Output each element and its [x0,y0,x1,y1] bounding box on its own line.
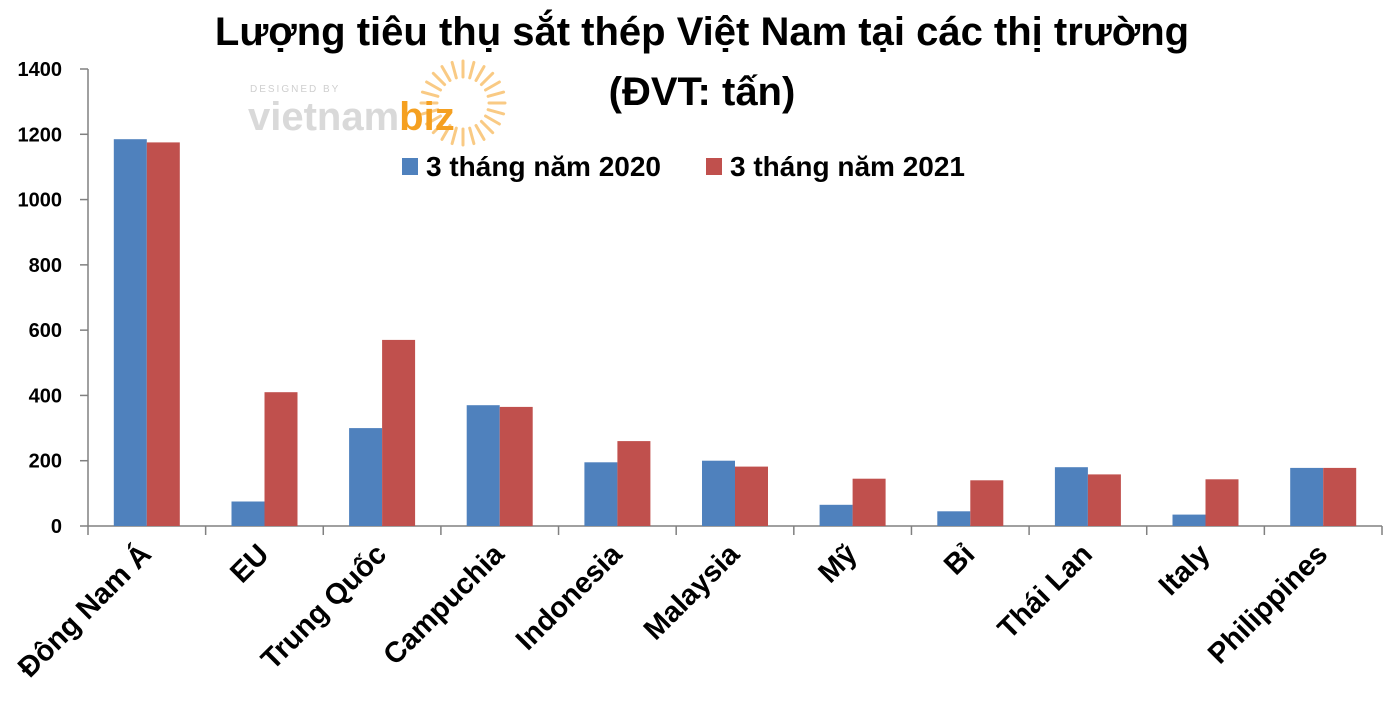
category-label: Đông Nam Á [11,537,158,684]
sun-ray [486,108,506,116]
sun-ray [431,119,447,135]
category-label: Malaysia [638,538,747,647]
category-label: Campuchia [378,538,512,672]
bar-2021 [499,406,533,526]
y-tick-label: 1400 [18,59,63,81]
watermark-designed-by: DESIGNED BY [250,84,340,95]
bar-2020 [1054,467,1088,526]
category-label: Philippines [1202,538,1334,670]
category-label: Italy [1153,538,1217,602]
sun-ray [420,108,440,116]
bar-2021 [264,392,298,526]
category-label: Thái Lan [992,538,1099,645]
watermark-sun-icon [419,59,507,147]
bar-2021 [146,142,180,526]
bar-2020 [1290,467,1324,526]
bar-2021 [970,480,1004,526]
y-tick-label: 1200 [18,124,63,146]
vietnambiz-watermark-logo: DESIGNED BY vietnambiz [248,59,507,147]
bar-2020 [231,501,265,526]
category-label: Trung Quốc [255,538,393,676]
category-label: Bỉ [938,538,981,581]
bar-2021 [382,339,416,526]
bar-2021 [735,466,768,526]
y-tick-label: 600 [29,320,62,342]
legend-swatch [706,158,722,175]
bar-2021 [1323,467,1357,526]
sun-ray [431,71,447,87]
category-label: Mỹ [812,538,863,589]
x-axis-ticks [87,526,1383,535]
bar-2021 [852,478,886,526]
bars-group [113,139,1357,526]
bar-2020 [584,462,618,526]
legend-label: 3 tháng năm 2020 [426,151,661,182]
sun-ray [468,60,476,80]
category-label: EU [224,538,275,589]
sun-ray [479,119,495,135]
bar-2020 [819,504,853,526]
y-tick-label: 800 [29,255,62,277]
bar-2020 [349,428,383,526]
legend: 3 tháng năm 2020 3 tháng năm 2021 [402,151,965,182]
bar-2021 [1087,474,1121,526]
bar-2021 [617,441,651,526]
legend-label: 3 tháng năm 2021 [730,151,965,182]
legend-swatch [402,158,418,175]
category-label: Indonesia [510,538,629,657]
sun-ray [484,80,501,92]
sun-ray [479,71,495,87]
sun-ray [450,126,458,146]
sun-ray [474,124,486,141]
bar-2021 [1205,479,1239,526]
chart-title: Lượng tiêu thụ sắt thép Việt Nam tại các… [214,10,1190,54]
sun-ray [468,126,476,146]
sun-ray [484,114,501,126]
sun-ray [450,60,458,80]
bar-2020 [702,460,735,526]
sun-ray [474,65,486,82]
sun-ray [440,124,452,141]
y-tick-label: 400 [29,385,62,407]
sun-ray [486,90,506,98]
y-tick-label: 1000 [18,190,63,212]
sun-ray [425,114,442,126]
sun-ray [420,90,440,98]
y-tick-label: 200 [29,451,62,473]
bar-2020 [466,405,500,526]
bar-2020 [1172,514,1206,526]
sun-ray [425,80,442,92]
y-tick-label: 0 [51,516,62,538]
bar-2020 [937,511,971,526]
chart-subtitle: (ĐVT: tấn) [608,70,796,114]
bar-2020 [113,139,147,526]
sun-ray [440,65,452,82]
y-axis-ticks: 0 200 400 600 800 1000 1200 1400 [18,59,88,538]
